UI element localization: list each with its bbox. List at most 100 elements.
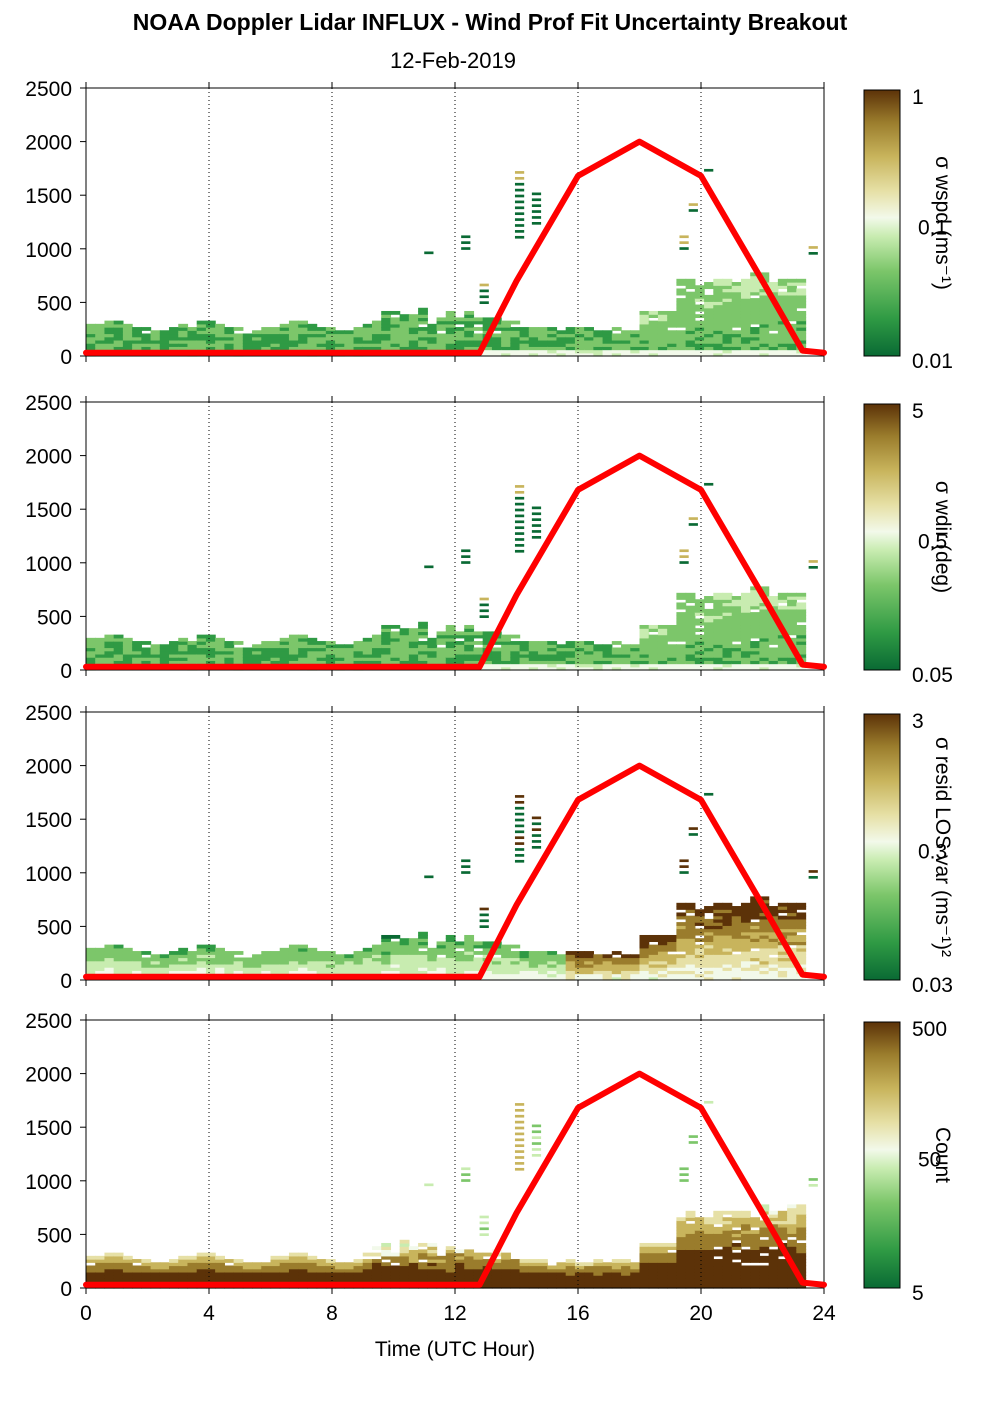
heatmap-cell [307,327,318,331]
heatmap-cell [584,973,594,978]
heatmap-cell [371,343,382,347]
heatmap-cell [593,666,604,671]
heatmap-cell [390,336,401,341]
heatmap-cell [796,327,807,331]
heatmap-cell [611,970,622,975]
heatmap-cell [482,970,493,975]
heatmap-cell [704,1278,714,1283]
heatmap-cell [556,1271,567,1276]
heatmap-cell [95,957,106,962]
heatmap-cell [768,333,779,338]
heatmap-cell [307,954,318,959]
heatmap-cell [704,352,714,357]
heatmap-cell [688,1135,698,1138]
heatmap-cell [750,941,761,946]
heatmap-cell [796,1249,807,1254]
heatmap-cell [740,1236,751,1241]
heatmap-cell [639,938,650,943]
heatmap-cell [565,336,576,341]
heatmap-cell [205,944,216,949]
heatmap-cell [113,660,124,665]
heatmap-cell [418,634,428,639]
heatmap-cell [187,954,198,959]
heatmap-cell [455,660,465,665]
heatmap-cell [694,1281,705,1286]
heatmap-cell [445,941,456,946]
heatmap-cell [768,314,779,319]
heatmap-cell [279,647,290,652]
heatmap-cell [667,317,677,322]
heatmap-cell [408,346,419,351]
heatmap-cell [722,1239,733,1244]
heatmap-cell [491,352,502,357]
heatmap-cell [298,1275,308,1279]
heatmap-cell [574,333,585,338]
heatmap-cell [501,1268,511,1273]
heatmap-cell [445,1265,456,1270]
heatmap-cell [713,647,724,652]
heatmap-cell [455,327,465,331]
heatmap-cell [630,973,641,978]
heatmap-cell [288,944,299,949]
heatmap-cell [362,957,373,962]
heatmap-cell [399,320,410,325]
heatmap-cell [759,647,770,652]
heatmap-cell [574,1281,585,1286]
heatmap-cell [298,339,308,344]
heatmap-cell [574,339,585,344]
heatmap-cell [713,349,724,354]
heatmap-cell [676,1265,687,1270]
heatmap-cell [648,1252,659,1257]
heatmap-cell [252,957,262,962]
heatmap-cell [298,1271,308,1276]
heatmap-cell [759,294,770,299]
heatmap-cell [150,343,161,347]
heatmap-cell [759,1204,770,1209]
heatmap-cell [399,631,410,636]
heatmap-cell [630,960,641,965]
heatmap-cell [547,333,558,338]
heatmap-cell [215,650,225,655]
heatmap-cell [371,336,382,341]
heatmap-cell [381,1278,392,1283]
heatmap-cell [621,1278,631,1283]
heatmap-cell [796,304,807,309]
y-tick-label: 1500 [25,1117,72,1140]
heatmap-cell [501,1271,511,1276]
heatmap-cell [482,663,493,668]
heatmap-cell [381,970,392,975]
colorbar-tick-label: 0.5 [918,530,947,553]
heatmap-cell [178,647,189,652]
heatmap-cell [713,1233,724,1238]
heatmap-cell [371,967,382,971]
heatmap-cell [593,1281,604,1286]
heatmap-cell [528,653,539,658]
heatmap-cell [657,934,668,939]
heatmap-cell [445,637,456,642]
heatmap-cell [750,278,761,283]
heatmap-cell [519,960,530,965]
heatmap-cell [279,641,290,645]
heatmap-cell [584,657,594,661]
heatmap-cell [685,915,696,920]
heatmap-cell [270,951,281,955]
heatmap-cell [713,343,724,347]
heatmap-cell [584,963,594,968]
heatmap-cell [445,650,456,655]
heatmap-cell [344,650,355,655]
heatmap-cell [787,915,797,920]
heatmap-cell [630,330,641,335]
heatmap-cell [464,1252,475,1257]
heatmap-cell [547,1281,558,1286]
heatmap-cell [667,1255,677,1260]
heatmap-cell [399,628,410,633]
heatmap-cell [731,339,742,344]
heatmap-cell [445,317,456,322]
heatmap-cell [531,518,542,521]
heatmap-cell [685,963,696,968]
heatmap-cell [611,657,622,661]
heatmap-cell [685,934,696,939]
heatmap-cell [676,343,687,347]
heatmap-cell [574,660,585,665]
heatmap-cell [427,333,438,338]
